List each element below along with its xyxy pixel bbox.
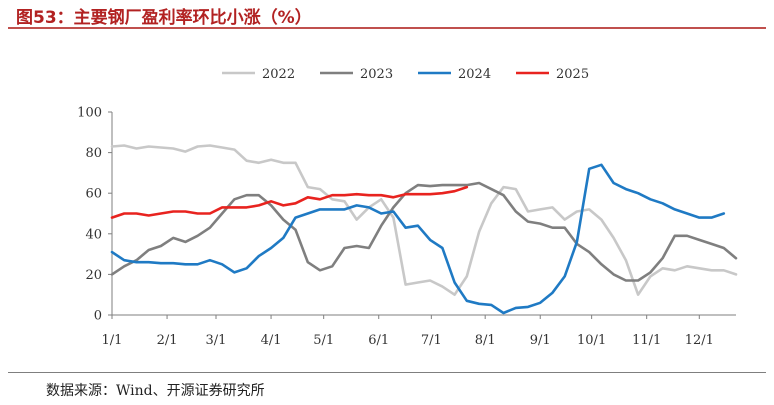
series-line-2024	[110, 163, 726, 315]
x-tick-label: 5/1	[313, 333, 334, 348]
legend-label-2023: 2023	[360, 67, 393, 82]
chart-legend: 2022 2023 2024 2025	[222, 67, 589, 82]
y-tick-label: 0	[94, 309, 102, 324]
y-tick-label: 40	[85, 227, 102, 242]
legend-label-2024: 2024	[458, 67, 491, 82]
x-tick-label: 10/1	[577, 333, 606, 348]
x-tick-label: 1/1	[102, 333, 123, 348]
y-tick-label: 100	[77, 106, 102, 121]
series-line-2025	[110, 185, 469, 219]
x-tick-label: 6/1	[368, 333, 389, 348]
title-underline	[8, 27, 766, 29]
x-tick-label: 8/1	[475, 333, 496, 348]
source-note: 数据来源：Wind、开源证券研究所	[46, 383, 265, 399]
y-tick-label: 60	[85, 187, 102, 202]
line-chart: 2022 2023 2024 2025 0 20 40 60 80 100 1/1 2/1 3/1 4…	[77, 67, 738, 348]
x-tick-label: 11/1	[632, 333, 661, 348]
legend-label-2025: 2025	[556, 67, 589, 82]
series-lines	[110, 144, 738, 315]
x-tick-label: 3/1	[206, 333, 227, 348]
x-tick-label: 7/1	[421, 333, 442, 348]
figure-title: 图53：主要钢厂盈利率环比小涨（%）	[16, 8, 312, 28]
y-axis: 0 20 40 60 80 100	[77, 106, 113, 324]
x-axis: 1/1 2/1 3/1 4/1 5/1 6/1 7/1 8/1 9/1 10/1 11/1 12/1	[102, 314, 736, 348]
y-tick-label: 80	[85, 146, 102, 161]
x-tick-label: 4/1	[261, 333, 282, 348]
legend-label-2022: 2022	[262, 67, 295, 82]
series-line-2022	[110, 144, 738, 297]
x-tick-label: 9/1	[530, 333, 551, 348]
series-line-2023	[110, 181, 738, 282]
title-bar: 图53：主要钢厂盈利率环比小涨（%）	[0, 0, 774, 30]
x-tick-label: 12/1	[685, 333, 714, 348]
x-tick-label: 2/1	[157, 333, 178, 348]
y-tick-label: 20	[85, 268, 102, 283]
footer-rule	[8, 372, 766, 373]
